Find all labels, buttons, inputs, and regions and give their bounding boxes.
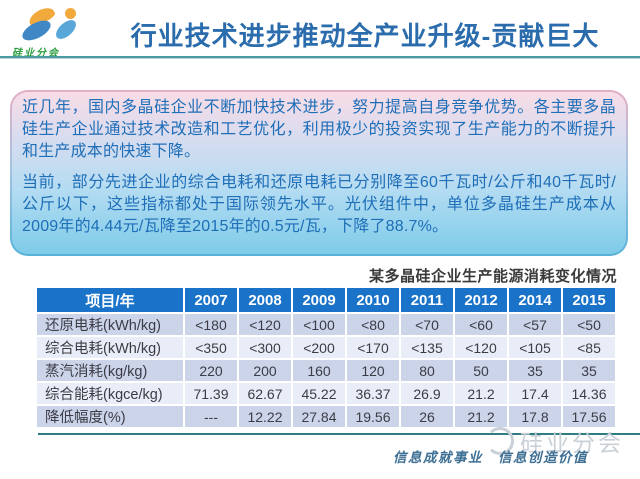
watermark-logo-icon bbox=[486, 427, 514, 455]
value-cell: 35 bbox=[509, 360, 561, 381]
table-row: 蒸汽消耗(kg/kg) 220 200 160 120 80 50 35 35 bbox=[37, 360, 615, 381]
row-label-cell: 降低幅度(%) bbox=[37, 406, 183, 427]
info-box: 近几年，国内多晶硅企业不断加快技术进步，努力提高自身竞争优势。各主要多晶硅生产企… bbox=[10, 90, 628, 256]
value-cell: 80 bbox=[401, 360, 453, 381]
value-cell: <80 bbox=[347, 314, 399, 335]
info-paragraph-1: 近几年，国内多晶硅企业不断加快技术进步，努力提高自身竞争优势。各主要多晶硅生产企… bbox=[22, 99, 616, 160]
value-cell: <50 bbox=[563, 314, 615, 335]
value-cell: <135 bbox=[401, 337, 453, 358]
table-header-row: 项目/年 2007 2008 2009 2010 2011 2012 2014 2015 bbox=[37, 288, 615, 312]
value-cell: 17.56 bbox=[563, 406, 615, 427]
footer-slogan: 信息成就事业 信息创造价值 bbox=[393, 450, 588, 466]
value-cell: 17.8 bbox=[509, 406, 561, 427]
value-cell: 14.36 bbox=[563, 383, 615, 404]
watermark: 硅业分会 bbox=[486, 424, 624, 458]
row-label-cell: 综合电耗(kWh/kg) bbox=[37, 337, 183, 358]
value-cell: 17.4 bbox=[509, 383, 561, 404]
energy-consumption-table: 项目/年 2007 2008 2009 2010 2011 2012 2014 2015 还原电耗… bbox=[35, 286, 617, 429]
table-header-cell: 2010 bbox=[347, 288, 399, 312]
value-cell: <70 bbox=[401, 314, 453, 335]
table-row: 还原电耗(kWh/kg) <180 <120 <100 <80 <70 <60 <57 <50 bbox=[37, 314, 615, 335]
value-cell: <120 bbox=[239, 314, 291, 335]
value-cell: 200 bbox=[239, 360, 291, 381]
value-cell: 45.22 bbox=[293, 383, 345, 404]
value-cell: <200 bbox=[293, 337, 345, 358]
watermark-text: 硅业分会 bbox=[520, 430, 624, 456]
info-box-inner: 近几年，国内多晶硅企业不断加快技术进步，努力提高自身竞争优势。各主要多晶硅生产企… bbox=[12, 92, 626, 254]
row-label-cell: 蒸汽消耗(kg/kg) bbox=[37, 360, 183, 381]
footer-divider bbox=[38, 433, 640, 435]
value-cell: <60 bbox=[455, 314, 507, 335]
header-divider bbox=[0, 56, 640, 59]
value-cell: <180 bbox=[185, 314, 237, 335]
value-cell: 220 bbox=[185, 360, 237, 381]
value-cell: <57 bbox=[509, 314, 561, 335]
value-cell: 120 bbox=[347, 360, 399, 381]
logo-blue-i-icon bbox=[52, 16, 80, 43]
value-cell: 160 bbox=[293, 360, 345, 381]
value-cell: 27.84 bbox=[293, 406, 345, 427]
value-cell: 26.9 bbox=[401, 383, 453, 404]
value-cell: 36.37 bbox=[347, 383, 399, 404]
value-cell: <100 bbox=[293, 314, 345, 335]
value-cell: <300 bbox=[239, 337, 291, 358]
page-title: 行业技术进步推动全产业升级-贡献巨大 bbox=[130, 21, 600, 51]
value-cell: <105 bbox=[509, 337, 561, 358]
value-cell: 62.67 bbox=[239, 383, 291, 404]
row-label-cell: 还原电耗(kWh/kg) bbox=[37, 314, 183, 335]
table-header-cell: 项目/年 bbox=[37, 288, 183, 312]
value-cell: 71.39 bbox=[185, 383, 237, 404]
table-row: 综合能耗(kgce/kg) 71.39 62.67 45.22 36.37 26.9 21.… bbox=[37, 383, 615, 404]
table-header-cell: 2014 bbox=[509, 288, 561, 312]
table-wrapper: 项目/年 2007 2008 2009 2010 2011 2012 2014 2015 还原电耗… bbox=[35, 286, 617, 429]
table-header-cell: 2009 bbox=[293, 288, 345, 312]
value-cell: <85 bbox=[563, 337, 615, 358]
value-cell: 35 bbox=[563, 360, 615, 381]
row-label-cell: 综合能耗(kgce/kg) bbox=[37, 383, 183, 404]
value-cell: <170 bbox=[347, 337, 399, 358]
value-cell: <350 bbox=[185, 337, 237, 358]
table-header-cell: 2012 bbox=[455, 288, 507, 312]
table-row: 综合电耗(kWh/kg) <350 <300 <200 <170 <135 <120 <105… bbox=[37, 337, 615, 358]
table-header-cell: 2011 bbox=[401, 288, 453, 312]
logo-orange-dot-icon bbox=[65, 8, 76, 19]
value-cell: 12.22 bbox=[239, 406, 291, 427]
value-cell: 19.56 bbox=[347, 406, 399, 427]
table-title: 某多晶硅企业生产能源消耗变化情况 bbox=[368, 268, 617, 285]
value-cell: --- bbox=[185, 406, 237, 427]
table-header-cell: 2007 bbox=[185, 288, 237, 312]
value-cell: 21.2 bbox=[455, 406, 507, 427]
info-paragraph-2: 当前，部分先进企业的综合电耗和还原电耗已分别降至60千瓦时/公斤和40千瓦时/公… bbox=[22, 174, 616, 235]
table-header-cell: 2008 bbox=[239, 288, 291, 312]
value-cell: 26 bbox=[401, 406, 453, 427]
logo-caption: 硅业分会 bbox=[12, 48, 60, 59]
table-header-cell: 2015 bbox=[563, 288, 615, 312]
table-row: 降低幅度(%) --- 12.22 27.84 19.56 26 21.2 17.8 17.56 bbox=[37, 406, 615, 427]
value-cell: <120 bbox=[455, 337, 507, 358]
value-cell: 21.2 bbox=[455, 383, 507, 404]
si-association-logo: 硅业分会 bbox=[10, 3, 94, 59]
value-cell: 50 bbox=[455, 360, 507, 381]
